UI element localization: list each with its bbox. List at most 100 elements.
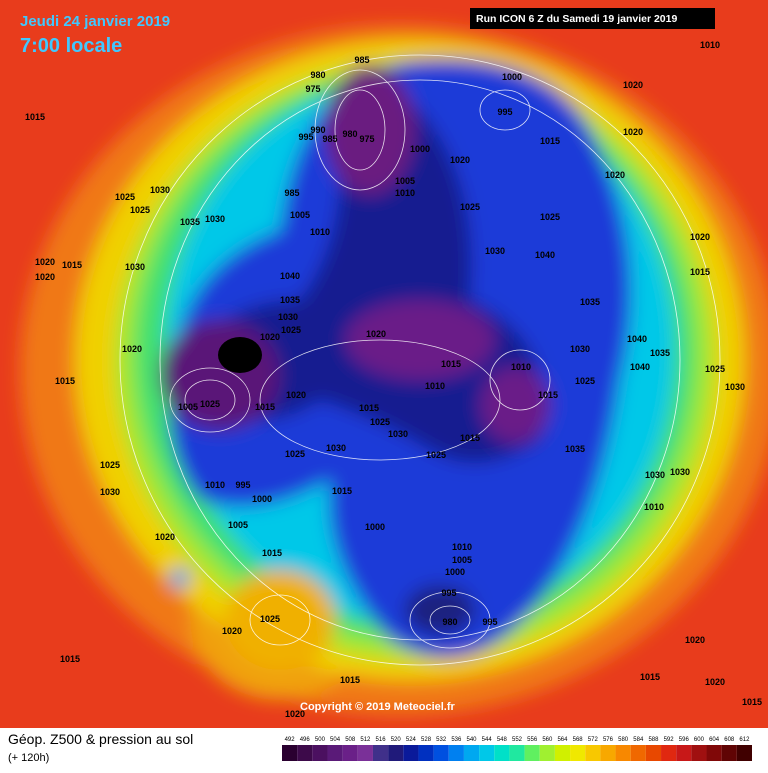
legend-swatch [312,745,328,761]
legend-swatch [706,745,722,761]
isobar-label: 1010 [452,542,472,552]
legend-label: 608 [724,737,735,743]
legend-label: 596 [679,737,690,743]
legend-swatch [357,745,373,761]
isobar-label: 1010 [425,381,445,391]
isobar-label: 1035 [650,348,670,358]
legend-label: 512 [360,737,371,743]
isobar-label: 995 [497,107,512,117]
legend-swatch [463,745,480,761]
legend-swatch [479,745,495,761]
legend-label: 588 [648,737,659,743]
isobar-label: 1025 [200,399,220,409]
legend-label: 532 [436,737,447,743]
isobar-label: 1010 [395,188,415,198]
isobar-label: 1020 [623,80,643,90]
legend-swatch [661,745,677,761]
isobar-label: 1035 [580,297,600,307]
legend-label: 600 [694,737,705,743]
legend-label: 564 [557,737,568,743]
isobar-label: 975 [359,134,374,144]
isobar-label: 995 [298,132,313,142]
legend-label: 568 [573,737,584,743]
isobar-label: 1000 [365,522,385,532]
isobar-label: 1000 [445,567,465,577]
legend-label: 584 [633,737,644,743]
legend-label: 612 [739,737,750,743]
isobar-label: 1000 [410,144,430,154]
legend-label: 548 [497,737,508,743]
isobar-label: 1025 [281,325,301,335]
isobar-label: 1040 [627,334,647,344]
isobar-label: 1010 [511,362,531,372]
isobar-label: 1000 [502,72,522,82]
isobar-label: 1035 [180,217,200,227]
isobar-label: 1010 [700,40,720,50]
forecast-date: Jeudi 24 janvier 2019 [20,13,170,30]
isobar-label: 1020 [122,344,142,354]
isobar-label: 1020 [222,626,242,636]
legend-swatch [448,745,464,761]
forecast-time: 7:00 locale [20,35,122,57]
isobar-label: 1030 [570,344,590,354]
isobar-label: 1015 [262,548,282,558]
legend-swatch [570,745,586,761]
legend-swatch [645,745,662,761]
isobar-label: 1025 [100,460,120,470]
legend-swatch [342,745,358,761]
legend-label: 496 [300,737,311,743]
legend-label: 556 [527,737,538,743]
isobar-label: 1020 [366,329,386,339]
isobar-label: 1010 [205,480,225,490]
legend-label: 524 [406,737,417,743]
copyright: Copyright © 2019 Meteociel.fr [300,701,456,713]
isobar-label: 1015 [538,390,558,400]
legend-label: 544 [482,737,493,743]
isobar-label: 995 [235,480,250,490]
legend-label: 576 [603,737,614,743]
legend-label: 516 [376,737,387,743]
isobar-label: 995 [441,588,456,598]
isobar-label: 1015 [441,359,461,369]
isobar-label: 1025 [115,192,135,202]
isobar-label: 1020 [35,272,55,282]
isobar-label: 1030 [645,470,665,480]
legend-swatch [282,745,298,761]
run-info: Run ICON 6 Z du Samedi 19 janvier 2019 [476,13,677,25]
isobar-label: 1025 [540,212,560,222]
isobar-label: 1030 [670,467,690,477]
isobar-label: 1030 [326,443,346,453]
legend-swatch [736,745,752,761]
isobar-label: 1005 [452,555,472,565]
isobar-label: 1025 [130,205,150,215]
isobar-label: 985 [354,55,369,65]
isobar-label: 1015 [60,654,80,664]
color-legend: 492 496 500 504 508 512 516 520 524 528 532 536 540 5… [282,737,752,761]
isobar-label: 1020 [623,127,643,137]
isobar-label: 1005 [395,176,415,186]
isobar-label: 1015 [742,697,762,707]
legend-swatch [539,745,555,761]
legend-swatch [509,745,525,761]
legend-label: 560 [542,737,553,743]
isobar-label: 1015 [25,112,45,122]
isobar-label: 1025 [285,449,305,459]
isobar-label: 1015 [690,267,710,277]
isobar-label: 1035 [565,444,585,454]
map-field [0,0,768,728]
isobar-label: 1010 [310,227,330,237]
legend-label: 492 [285,737,296,743]
legend-label: 604 [709,737,720,743]
legend-label: 500 [315,737,326,743]
isobar-label: 1040 [630,362,650,372]
legend-swatch [585,745,601,761]
isobar-label: 1020 [685,635,705,645]
isobar-label: 1020 [285,709,305,719]
isobar-label: 1005 [178,402,198,412]
isobar-label: 980 [310,70,325,80]
isobar-label: 990 [310,125,325,135]
isobar-label: 1035 [280,295,300,305]
legend-swatch [676,745,692,761]
isobar-label: 1005 [228,520,248,530]
isobar-label: 1010 [644,502,664,512]
